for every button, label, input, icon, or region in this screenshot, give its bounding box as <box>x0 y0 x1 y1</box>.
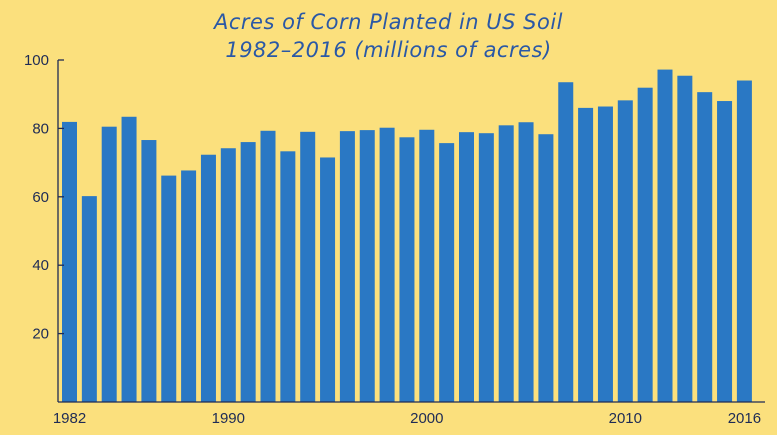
bar-2013 <box>677 75 693 402</box>
bar-1985 <box>121 116 137 403</box>
bar-2002 <box>459 132 474 402</box>
y-tick-label-60: 60 <box>32 189 49 206</box>
y-tick-label-80: 80 <box>32 120 49 137</box>
bar-1990 <box>220 148 236 402</box>
bar-2016 <box>736 80 752 403</box>
bar-2000 <box>419 129 435 402</box>
bar-1982 <box>62 121 77 403</box>
y-tick-label-100: 100 <box>24 52 49 69</box>
chart-title-line2: 1982–2016 (millions of acres) <box>225 38 552 62</box>
x-tick-label-1982: 1982 <box>53 410 86 427</box>
bar-1987 <box>161 175 177 402</box>
bar-2012 <box>657 69 673 402</box>
bar-2003 <box>478 133 494 402</box>
bar-1983 <box>81 196 97 402</box>
bar-1993 <box>280 151 296 402</box>
bar-1998 <box>379 127 395 402</box>
bar-2004 <box>498 125 514 402</box>
chart-title-line1: Acres of Corn Planted in US Soil <box>213 10 563 34</box>
y-tick-label-20: 20 <box>32 326 49 343</box>
bar-2009 <box>597 106 613 402</box>
bar-2008 <box>578 107 594 402</box>
bar-1988 <box>181 170 197 402</box>
bar-1995 <box>320 157 336 402</box>
bar-2015 <box>717 101 733 402</box>
bar-2010 <box>617 100 633 403</box>
bar-1996 <box>339 131 355 402</box>
bar-2005 <box>518 122 534 403</box>
x-tick-label-2000: 2000 <box>410 410 443 427</box>
bar-1989 <box>200 154 216 402</box>
bar-2007 <box>558 82 574 402</box>
bar-1984 <box>101 126 117 402</box>
bar-2014 <box>697 92 713 403</box>
x-tick-label-2010: 2010 <box>609 410 642 427</box>
x-tick-label-2016: 2016 <box>728 410 761 427</box>
bar-2001 <box>439 143 455 403</box>
x-tick-label-1990: 1990 <box>212 410 245 427</box>
bar-2011 <box>637 87 653 402</box>
bar-1997 <box>359 130 375 403</box>
bar-1999 <box>399 137 415 403</box>
bar-2006 <box>538 134 554 402</box>
bar-1991 <box>240 142 256 402</box>
y-tick-label-40: 40 <box>32 257 49 274</box>
bar-1994 <box>300 131 316 402</box>
bar-1986 <box>141 140 157 402</box>
bar-1992 <box>260 130 276 403</box>
